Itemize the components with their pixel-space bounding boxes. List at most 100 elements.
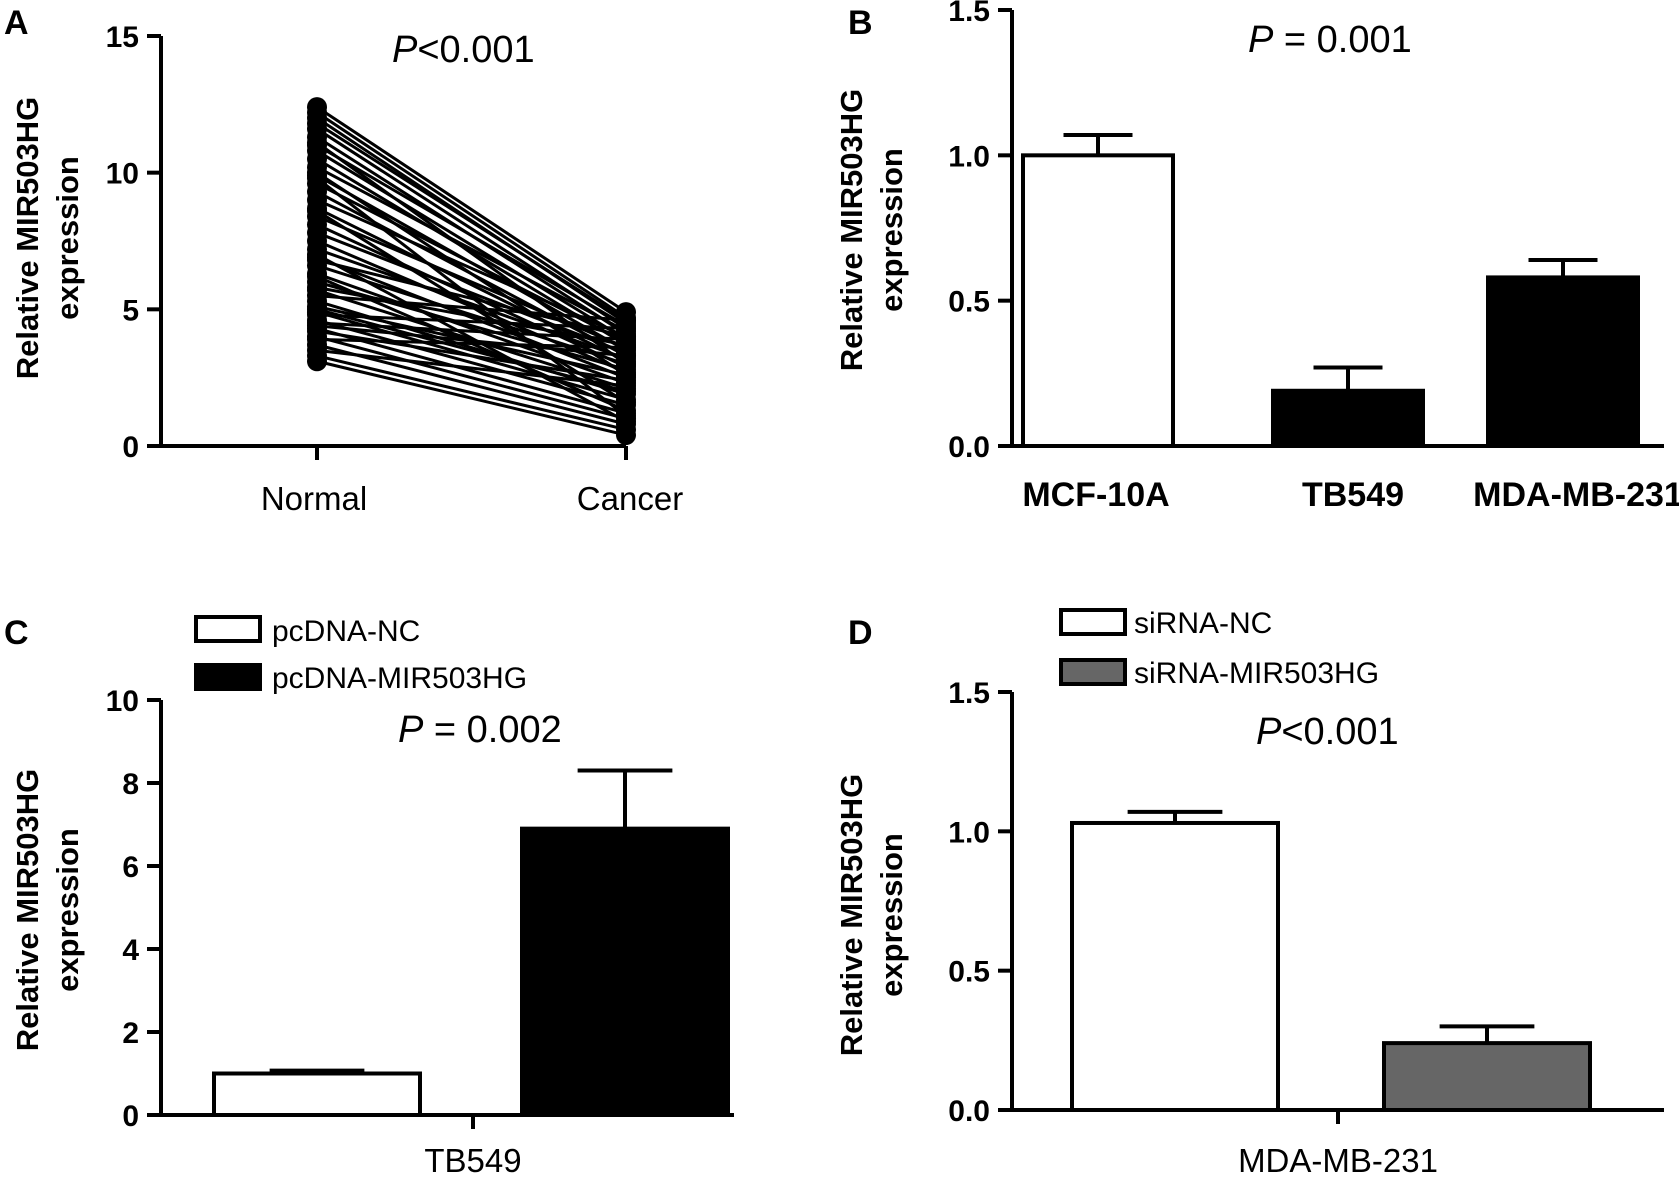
panel-d: D siRNA-NC siRNA-MIR503HG P<0.001 Relati… — [834, 607, 1664, 1179]
normal-point-40 — [307, 299, 327, 320]
y-axis-label-b-line1: Relative MIR503HG — [834, 89, 869, 372]
p-text-b: = 0.001 — [1273, 19, 1411, 61]
normal-point-45 — [307, 277, 327, 298]
x-label-normal: Normal — [261, 480, 367, 517]
panel-label-d: D — [848, 614, 873, 652]
y-axis-label-b: Relative MIR503HG expression — [834, 89, 909, 372]
x-label-mda-mb-231: MDA-MB-231 — [1473, 476, 1679, 514]
legend-swatch-sirna-nc — [1059, 608, 1127, 636]
bar-tb549 — [1271, 388, 1425, 449]
legend-swatch-pcdna-mir503hg — [194, 663, 262, 691]
p-value-c: P = 0.002 — [398, 709, 562, 751]
paired-lines-a — [307, 97, 636, 446]
y-tick-label-d-1: 0.5 — [948, 956, 990, 989]
legend-label-sirna-nc: siRNA-NC — [1134, 607, 1272, 640]
cancer-point-39 — [616, 425, 636, 446]
normal-point-47 — [307, 162, 327, 183]
y-tick-label-a-1: 5 — [122, 294, 139, 327]
y-ticks-b: 0.0 0.5 1.0 1.5 — [948, 0, 1012, 464]
p-italic-a: P — [392, 29, 418, 71]
pair-line-34 — [316, 335, 627, 421]
y-tick-label-c-1: 2 — [122, 1017, 139, 1050]
bar-mcf10a — [1021, 153, 1175, 448]
p-value-a: P<0.001 — [392, 29, 535, 71]
y-tick-label-b-1: 0.5 — [948, 286, 990, 319]
pair-line-9 — [316, 165, 627, 333]
y-tick-label-b-0: 0.0 — [948, 431, 990, 464]
panel-label-b: B — [848, 4, 873, 42]
pair-line-3 — [316, 122, 627, 322]
pair-line-39 — [316, 359, 627, 437]
pair-line-37 — [316, 348, 627, 388]
x-label-tb549: TB549 — [1302, 476, 1404, 514]
pair-line-7 — [316, 149, 627, 341]
legend-label-sirna-mir503hg: siRNA-MIR503HG — [1134, 657, 1379, 690]
normal-point-46 — [307, 315, 327, 336]
bars-d — [1070, 809, 1592, 1112]
p-text-a: <0.001 — [417, 29, 534, 71]
panel-b: B P = 0.001 Relative MIR503HG expression… — [834, 0, 1679, 514]
y-ticks-a: 0 5 10 15 — [106, 21, 161, 464]
bar-pcdna-nc — [212, 1071, 422, 1117]
y-axis-label-c-line2: expression — [50, 828, 85, 992]
normal-point-49 — [307, 250, 327, 271]
y-ticks-d: 0.0 0.5 1.0 1.5 — [948, 677, 1012, 1128]
x-axis-label-d: MDA-MB-231 — [1238, 1142, 1438, 1179]
y-axis-label-c: Relative MIR503HG expression — [10, 769, 85, 1052]
y-axis-label-a-line2: expression — [50, 156, 85, 320]
p-text-c: = 0.002 — [423, 709, 561, 751]
bar-sirna-mir503hg — [1382, 1041, 1592, 1112]
p-value-b: P = 0.001 — [1248, 19, 1412, 61]
panel-c: C pcDNA-NC pcDNA-MIR503HG P = 0.002 Rela… — [4, 614, 734, 1179]
panel-a: A P<0.001 Relative MIR503HG expression 0… — [4, 4, 683, 517]
p-value-d: P<0.001 — [1256, 711, 1399, 753]
x-label-mcf10a: MCF-10A — [1022, 476, 1169, 514]
legend-swatch-sirna-mir503hg — [1059, 658, 1127, 686]
y-tick-label-a-0: 0 — [122, 431, 139, 464]
bars-c — [212, 768, 730, 1118]
y-tick-label-b-3: 1.5 — [948, 0, 990, 28]
normal-point-48 — [307, 132, 327, 153]
y-tick-label-a-2: 10 — [106, 158, 139, 191]
y-axis-label-a-line1: Relative MIR503HG — [10, 97, 45, 380]
y-axis-label-d: Relative MIR503HG expression — [834, 774, 909, 1057]
pair-line-38 — [316, 354, 627, 432]
y-axis-label-c-line1: Relative MIR503HG — [10, 769, 45, 1052]
pair-line-0 — [316, 105, 627, 314]
normal-point-39 — [307, 351, 327, 372]
pair-line-46 — [316, 324, 627, 358]
pair-line-32 — [316, 327, 627, 415]
y-axis-label-d-line1: Relative MIR503HG — [834, 774, 869, 1057]
cancer-point-44 — [616, 405, 636, 426]
y-tick-label-d-3: 1.5 — [948, 677, 990, 710]
pair-line-13 — [316, 198, 627, 339]
pair-line-42 — [316, 253, 627, 423]
y-tick-label-b-2: 1.0 — [948, 140, 990, 173]
pair-line-36 — [316, 343, 627, 426]
y-tick-label-a-3: 15 — [106, 21, 139, 54]
pair-line-43 — [316, 209, 627, 404]
y-axis-label-a: Relative MIR503HG expression — [10, 97, 85, 380]
pair-line-41 — [316, 275, 627, 412]
y-axis-label-b-line2: expression — [874, 148, 909, 312]
pair-line-45 — [316, 285, 627, 347]
pair-line-48 — [316, 141, 627, 366]
y-ticks-c: 0 2 4 6 8 10 — [106, 685, 161, 1133]
bars-b — [1021, 132, 1640, 449]
panel-label-a: A — [4, 4, 29, 42]
bar-mda-mb-231 — [1486, 275, 1640, 448]
normal-point-43 — [307, 200, 327, 221]
pair-line-1 — [316, 111, 627, 319]
pair-line-47 — [316, 171, 627, 377]
x-axis-label-c: TB549 — [424, 1142, 521, 1179]
p-text-d: <0.001 — [1281, 711, 1398, 753]
y-tick-label-d-2: 1.0 — [948, 816, 990, 849]
pair-line-30 — [316, 318, 627, 407]
cancer-point-43 — [616, 392, 636, 413]
cancer-point-49 — [616, 326, 636, 347]
p-italic-c: P — [398, 709, 424, 751]
legend-label-pcdna-mir503hg: pcDNA-MIR503HG — [272, 662, 527, 695]
y-tick-label-d-0: 0.0 — [948, 1095, 990, 1128]
pair-line-6 — [316, 144, 627, 328]
